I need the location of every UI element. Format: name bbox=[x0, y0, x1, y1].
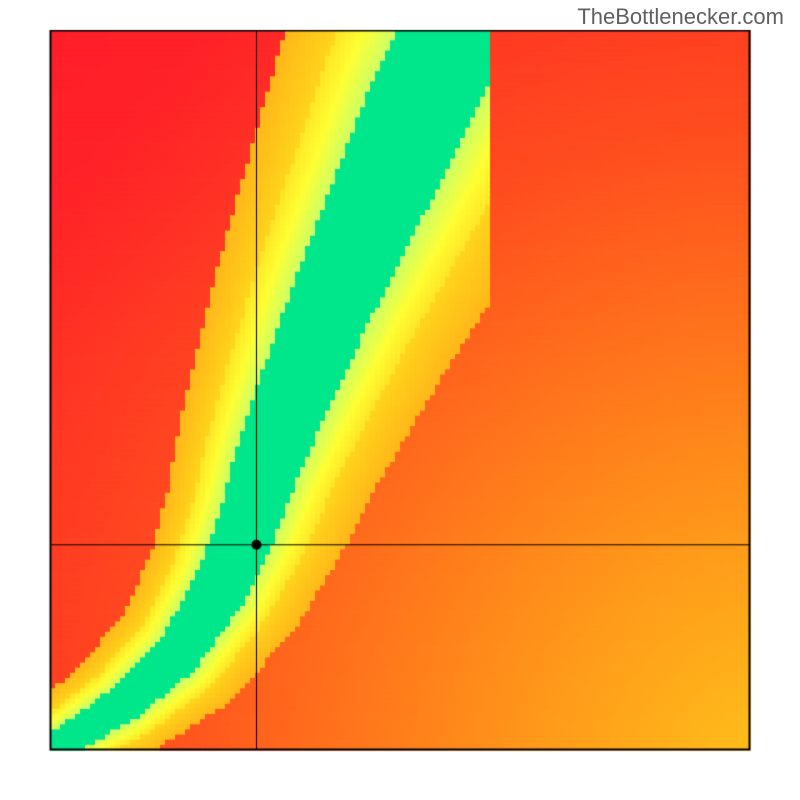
watermark-text: TheBottlenecker.com bbox=[577, 4, 784, 30]
chart-container: TheBottlenecker.com bbox=[0, 0, 800, 800]
heatmap-canvas bbox=[0, 0, 800, 800]
heatmap-canvas-wrap bbox=[0, 0, 800, 800]
